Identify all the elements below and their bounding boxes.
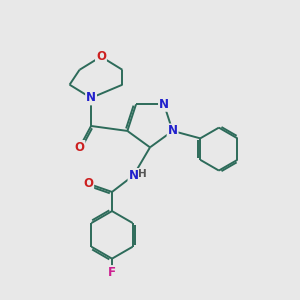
Text: O: O [74,141,85,154]
Text: N: N [168,124,178,137]
Text: O: O [96,50,106,63]
Text: F: F [108,266,116,279]
Text: H: H [138,169,147,179]
Text: N: N [128,169,139,182]
Text: N: N [86,92,96,104]
Text: N: N [159,98,169,111]
Text: O: O [83,177,93,190]
